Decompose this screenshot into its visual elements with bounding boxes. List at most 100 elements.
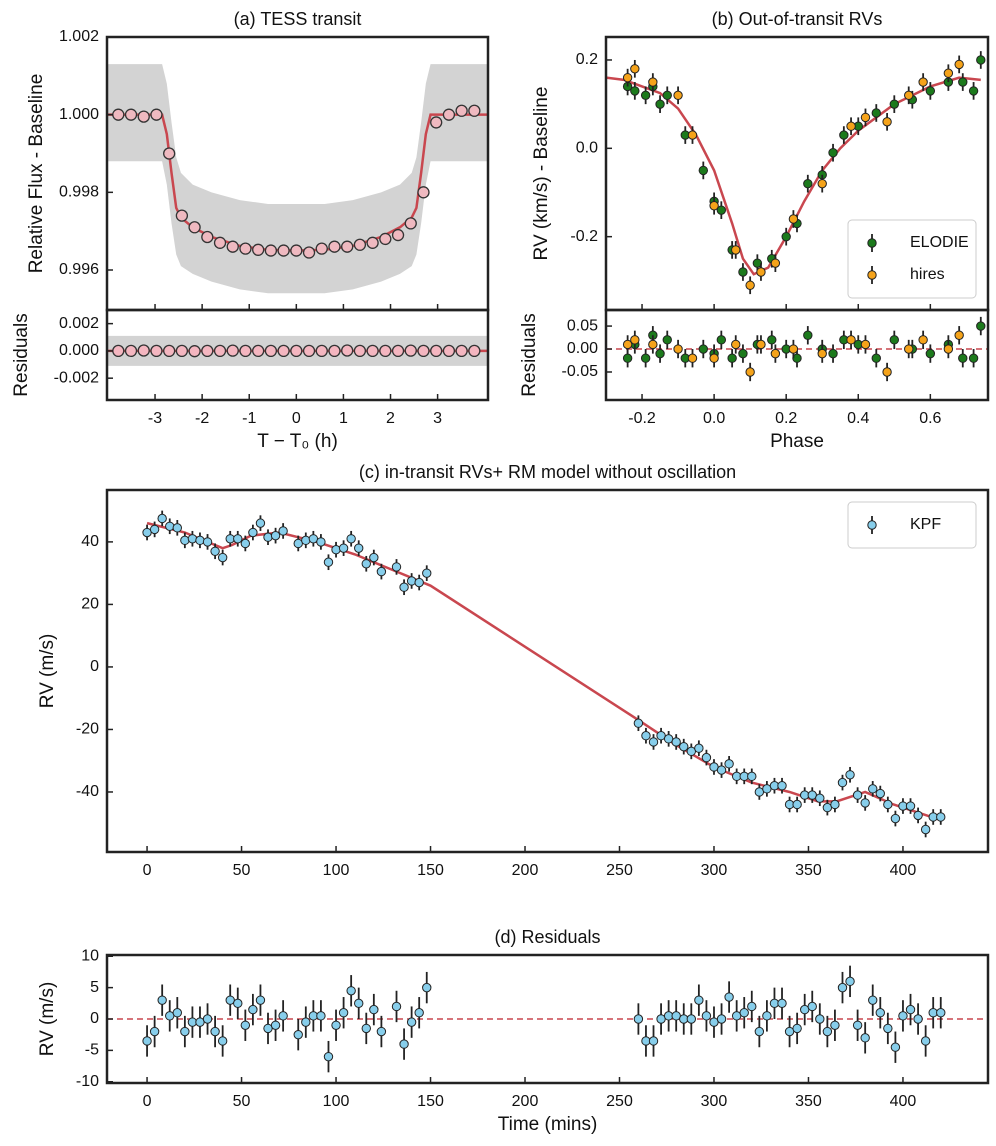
data-point <box>673 90 683 101</box>
data-point <box>724 759 734 769</box>
y-tick-label: -10 <box>76 1073 99 1090</box>
data-point <box>673 344 683 354</box>
binned-point <box>264 244 278 257</box>
y-tick-label: -40 <box>76 783 99 800</box>
data-point <box>852 790 863 800</box>
binned-point <box>379 232 392 246</box>
binned-point <box>468 104 481 117</box>
binned-point <box>277 344 290 358</box>
x-tick-label: -1 <box>242 410 256 427</box>
data-point <box>958 77 968 87</box>
data-point <box>845 770 855 780</box>
data-point <box>338 543 349 553</box>
data-point <box>830 1020 840 1030</box>
y-tick-label: -0.002 <box>54 369 99 386</box>
binned-point <box>404 344 417 357</box>
data-point <box>323 1051 334 1062</box>
data-point <box>846 121 856 131</box>
data-point <box>233 998 243 1009</box>
binned-point <box>201 230 214 244</box>
y-tick-label: 0 <box>90 1010 99 1027</box>
y-tick-label: 5 <box>90 979 99 996</box>
data-point <box>747 771 757 782</box>
data-point <box>622 339 633 350</box>
data-point <box>925 348 936 359</box>
data-point <box>331 1020 341 1030</box>
data-point <box>868 995 878 1005</box>
data-point <box>361 559 371 569</box>
data-point <box>852 1020 863 1030</box>
binned-point <box>442 108 456 121</box>
data-point <box>662 90 672 101</box>
binned-point <box>290 244 303 257</box>
data-point <box>846 335 856 345</box>
data-point <box>399 582 409 592</box>
data-point <box>756 267 766 277</box>
data-point <box>913 810 923 821</box>
y-axis-label: Residuals <box>519 313 540 396</box>
data-point <box>738 348 748 359</box>
data-point <box>316 537 326 547</box>
data-point <box>845 976 855 987</box>
data-point <box>727 353 737 363</box>
plot-area <box>146 521 942 822</box>
data-point <box>767 335 777 345</box>
data-point <box>331 545 341 555</box>
y-tick-label: 0.996 <box>59 261 99 278</box>
data-point <box>640 353 651 363</box>
panel: -0.2 0.0 0.2 (b) Out-of-transit RVs RV (km/s… <box>531 9 990 312</box>
data-point <box>172 1008 182 1018</box>
data-point <box>630 335 640 345</box>
data-point <box>731 339 741 350</box>
y-axis-label: RV (m/s) <box>37 982 58 1057</box>
binned-point <box>226 344 239 357</box>
data-point <box>920 1036 931 1046</box>
data-point <box>918 335 928 345</box>
data-point <box>913 1014 923 1024</box>
data-point <box>936 812 946 822</box>
data-point <box>248 1004 258 1015</box>
data-point <box>622 72 633 83</box>
data-point <box>904 344 914 354</box>
x-tick-label: 1 <box>339 410 348 427</box>
binned-point <box>201 344 214 358</box>
data-point <box>745 280 755 290</box>
data-point <box>255 995 266 1005</box>
data-point <box>770 258 781 268</box>
y-tick-label: 0.000 <box>59 342 99 359</box>
data-point <box>255 518 266 528</box>
binned-point <box>366 344 379 358</box>
data-point <box>316 1011 326 1021</box>
data-point <box>180 1026 190 1037</box>
data-point <box>738 267 748 277</box>
data-point <box>701 1011 712 1021</box>
binned-point <box>366 236 379 249</box>
data-point <box>709 201 719 211</box>
data-point <box>391 562 402 572</box>
data-point <box>354 998 364 1009</box>
y-tick-label: -5 <box>85 1042 99 1059</box>
data-point <box>837 777 848 788</box>
data-point <box>925 86 936 96</box>
x-tick-label: -0.2 <box>628 410 656 427</box>
x-tick-label: -2 <box>195 410 209 427</box>
data-point <box>890 1042 901 1052</box>
y-tick-label: -20 <box>76 721 99 738</box>
data-point <box>905 1004 916 1015</box>
data-point <box>716 765 727 775</box>
data-point <box>860 798 870 808</box>
data-point <box>976 321 986 331</box>
legend-marker <box>867 238 877 248</box>
data-point <box>781 231 791 242</box>
data-point <box>792 799 802 810</box>
scatter-band <box>107 64 488 294</box>
markers <box>112 104 481 259</box>
x-tick-label: 250 <box>606 862 633 879</box>
x-tick-label: 250 <box>606 1093 633 1110</box>
data-point <box>762 1011 772 1021</box>
binned-point <box>239 344 252 358</box>
data-point <box>968 353 979 363</box>
data-point <box>788 344 799 354</box>
binned-point <box>430 116 443 129</box>
